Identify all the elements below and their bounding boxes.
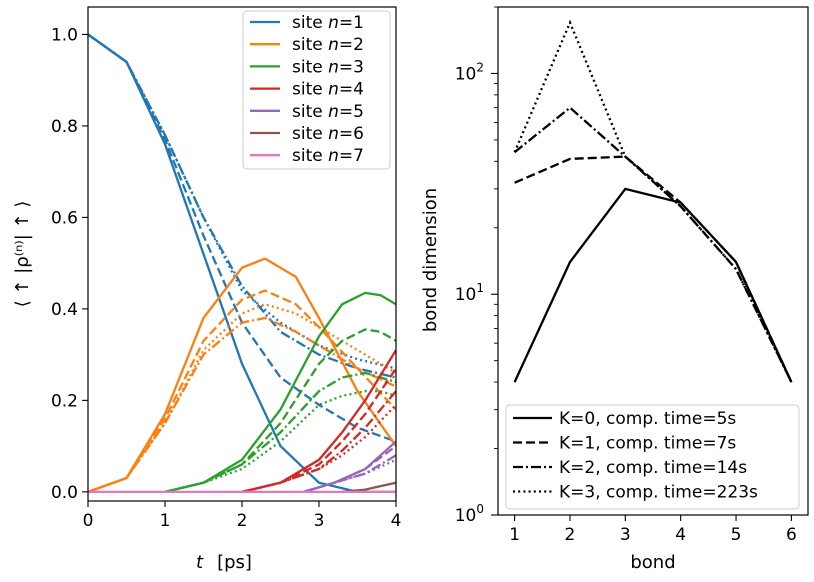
legend-label: K=2, comp. time=14s <box>559 458 747 478</box>
y-tick-label: 0.6 <box>51 208 78 228</box>
right-y-ticks: 100 101 102 <box>455 6 498 526</box>
y-tick-label: 1.0 <box>51 25 78 45</box>
series-line-site-n-5-k3 <box>303 458 396 494</box>
series-line-site-n-5-k0 <box>303 440 396 494</box>
bond-series-line-k2 <box>513 106 793 383</box>
left-y-axis-label: ⟨ ↑ |ρ⁽ⁿ⁾| ↑ ⟩ <box>12 201 33 308</box>
x-tick-label: 2 <box>565 525 576 545</box>
x-tick-label: 4 <box>675 525 686 545</box>
x-tick-label: 1 <box>509 525 520 545</box>
right-y-axis-label: bond dimension <box>420 188 441 332</box>
right-legend: K=0, comp. time=5s K=1, comp. time=7s K=2,… <box>505 404 800 510</box>
series-line-site-n-3-k2 <box>164 371 396 494</box>
left-x-axis-label: t [ps] <box>196 552 252 573</box>
series-line-site-n-3-k3 <box>164 390 396 494</box>
series-line-site-n-4-k2 <box>241 390 396 494</box>
left-chart: 0 1 2 3 4 0.0 0.2 0.4 0.6 0.8 1.0 t [ps] ⟨ ↑ |ρ⁽ⁿ⁾… <box>12 6 402 573</box>
series-line-site-n-2-k3 <box>88 303 396 493</box>
legend-label: site n=3 <box>292 57 364 77</box>
right-x-ticks: 1 2 3 4 5 6 <box>509 515 797 545</box>
legend-label: site n=5 <box>292 102 364 122</box>
legend-label: K=1, comp. time=7s <box>559 434 736 454</box>
left-y-ticks: 0.0 0.2 0.4 0.6 0.8 1.0 <box>51 25 88 503</box>
series-line-site-n-3-k1 <box>164 328 396 494</box>
legend-label: K=0, comp. time=5s <box>559 409 736 429</box>
bond-series-line-k3 <box>513 19 793 383</box>
series-line-site-n-1-k2 <box>88 33 396 379</box>
right-legend-box <box>505 404 800 510</box>
y-tick-label: 0.4 <box>51 300 78 320</box>
x-tick-label: 1 <box>160 511 171 531</box>
series-line-site-n-3-k0 <box>164 291 396 494</box>
legend-label: site n=4 <box>292 80 364 100</box>
x-tick-label: 5 <box>731 525 742 545</box>
right-x-axis-label: bond <box>630 552 675 573</box>
y-tick-label: 0.8 <box>51 117 78 137</box>
right-plot-frame <box>497 6 809 516</box>
legend-label: site n=6 <box>292 124 364 144</box>
x-tick-label: 3 <box>620 525 631 545</box>
series-line-site-n-1-k0 <box>88 33 396 494</box>
series-line-site-n-2-k1 <box>88 289 396 493</box>
legend-label: site n=7 <box>292 146 364 166</box>
series-line-site-n-6-k0 <box>341 481 396 494</box>
y-tick-label: 0.2 <box>51 391 78 411</box>
legend-label: K=3, comp. time=223s <box>559 483 758 503</box>
x-tick-label: 2 <box>237 511 248 531</box>
y-tick-label: 100 <box>455 502 484 526</box>
right-series-group <box>513 19 793 383</box>
y-tick-label: 0.0 <box>51 483 78 503</box>
left-x-ticks: 0 1 2 3 4 <box>83 501 402 531</box>
bond-series-line-k0 <box>513 187 793 383</box>
y-tick-label: 101 <box>455 281 484 305</box>
left-series-group <box>88 33 396 494</box>
y-tick-label: 102 <box>455 60 484 84</box>
series-line-site-n-4-k3 <box>241 404 396 494</box>
series-line-site-n-4-k0 <box>241 349 396 494</box>
series-line-site-n-1-k3 <box>88 33 396 370</box>
x-tick-label: 3 <box>314 511 325 531</box>
bond-series-line-k1 <box>514 155 793 383</box>
x-tick-label: 6 <box>786 525 797 545</box>
x-tick-label: 4 <box>391 511 402 531</box>
left-legend-box <box>242 10 391 170</box>
right-chart: 1 2 3 4 5 6 100 101 102 bond bond dimension K=0… <box>420 6 809 573</box>
legend-label: site n=2 <box>292 35 364 55</box>
x-tick-label: 0 <box>83 511 94 531</box>
legend-label: site n=1 <box>292 13 364 33</box>
series-line-site-n-2-k2 <box>88 316 396 493</box>
series-line-site-n-2-k0 <box>88 257 396 493</box>
